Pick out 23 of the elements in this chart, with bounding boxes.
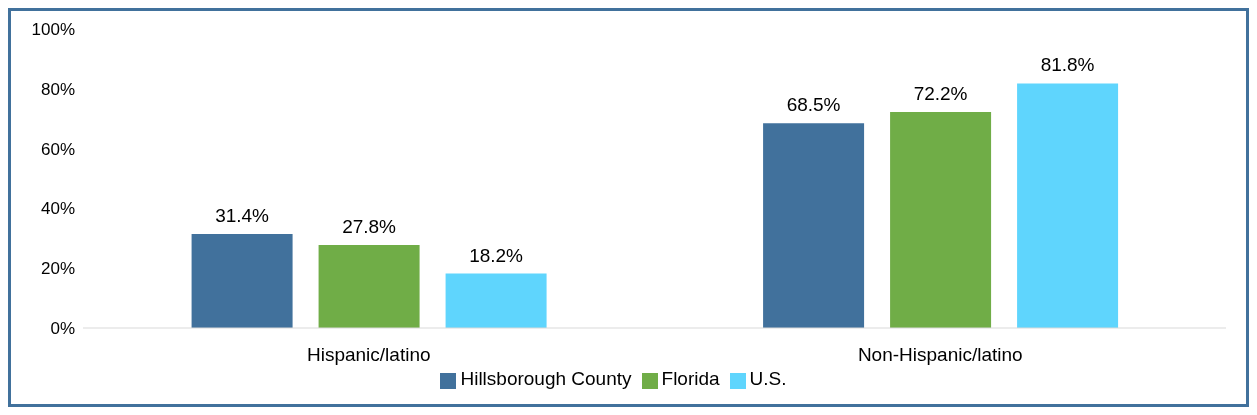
y-tick-label: 40% [40, 199, 75, 219]
y-tick-label: 20% [40, 259, 75, 279]
data-label: 18.2% [469, 244, 524, 266]
x-tick-label: Non-Hispanic/latino [857, 344, 1023, 366]
data-label: 81.8% [1040, 54, 1095, 76]
bar [445, 273, 547, 328]
bar [191, 234, 293, 328]
legend-label: Florida [661, 368, 720, 389]
bar [1017, 83, 1119, 328]
data-label: 72.2% [913, 83, 968, 105]
data-label: 68.5% [786, 94, 841, 116]
data-label: 31.4% [215, 205, 270, 227]
y-tick-label: 100% [31, 20, 75, 40]
bar [890, 112, 992, 328]
x-tick-label: Hispanic/latino [306, 344, 431, 366]
bar [763, 123, 865, 328]
y-tick-label: 0% [50, 319, 75, 339]
legend-label: U.S. [749, 368, 787, 389]
y-tick-label: 80% [40, 79, 75, 99]
legend-label: Hillsborough County [460, 368, 632, 389]
y-tick-label: 60% [40, 139, 75, 159]
data-label: 27.8% [342, 215, 397, 237]
bar [318, 244, 420, 328]
